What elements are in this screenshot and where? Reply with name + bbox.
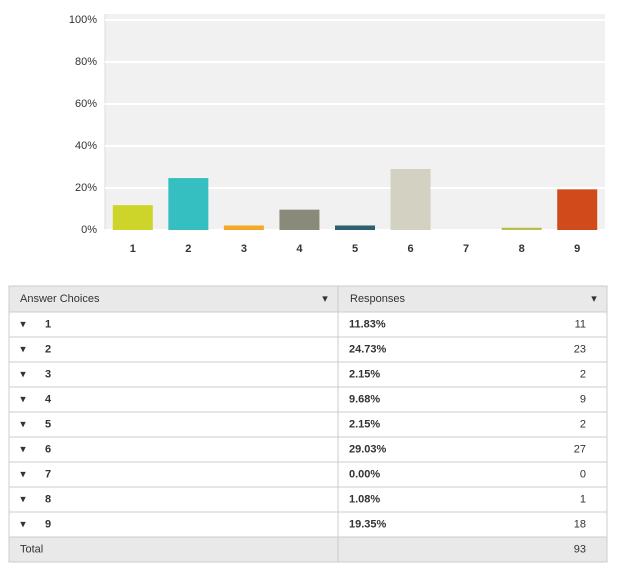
y-tick-label: 80% (75, 56, 97, 68)
response-count: 0 (580, 468, 586, 480)
total-label: Total (20, 543, 43, 555)
response-count: 9 (580, 393, 586, 405)
x-tick-label: 4 (296, 243, 303, 255)
answer-choice: 2 (45, 343, 51, 355)
response-count: 18 (574, 518, 586, 530)
answer-choice: 3 (45, 368, 51, 380)
expand-arrow: ▾ (20, 468, 26, 480)
y-tick-label: 0% (81, 224, 97, 236)
x-tick-label: 5 (352, 243, 358, 255)
expand-arrow: ▾ (20, 443, 26, 455)
sort-arrow: ▾ (322, 293, 328, 305)
table-row (8, 436, 608, 463)
bar (168, 178, 209, 230)
expand-arrow: ▾ (20, 343, 26, 355)
x-tick-label: 8 (519, 243, 525, 255)
response-count: 1 (580, 493, 586, 505)
answer-choice: 5 (45, 418, 51, 430)
response-percent: 11.83% (349, 318, 386, 330)
response-percent: 9.68% (349, 393, 380, 405)
response-count: 2 (580, 368, 586, 380)
y-tick-label: 60% (75, 98, 97, 110)
table-total-bg (8, 536, 608, 563)
response-percent: 2.15% (349, 368, 380, 380)
bar (223, 225, 264, 230)
response-percent: 0.00% (349, 468, 380, 480)
response-count: 27 (574, 443, 586, 455)
response-count: 2 (580, 418, 586, 430)
answer-choice: 9 (45, 518, 51, 530)
table-row (8, 336, 608, 363)
expand-arrow: ▾ (20, 318, 26, 330)
answer-choice: 6 (45, 443, 51, 455)
x-tick-label: 2 (185, 243, 191, 255)
answer-choice: 4 (45, 393, 52, 405)
bar (335, 225, 375, 230)
table-row (8, 361, 608, 388)
table-row (8, 461, 608, 488)
table-row (8, 411, 608, 438)
column-header: Answer Choices (20, 293, 100, 305)
response-percent: 2.15% (349, 418, 380, 430)
table-header-bg (8, 285, 608, 313)
answer-choice: 8 (45, 493, 51, 505)
response-percent: 1.08% (349, 493, 380, 505)
expand-arrow: ▾ (20, 518, 26, 530)
expand-arrow: ▾ (20, 418, 26, 430)
x-tick-label: 6 (407, 243, 413, 255)
sort-arrow: ▾ (591, 293, 597, 305)
expand-arrow: ▾ (20, 368, 26, 380)
response-count: 11 (575, 318, 586, 330)
column-header: Responses (350, 293, 406, 305)
y-tick-label: 100% (69, 14, 97, 26)
response-percent: 19.35% (349, 518, 387, 530)
response-percent: 24.73% (349, 343, 387, 355)
x-tick-label: 1 (130, 243, 136, 255)
response-percent: 29.03% (349, 443, 387, 455)
expand-arrow: ▾ (20, 393, 26, 405)
y-tick-label: 40% (75, 140, 97, 152)
total-count: 93 (574, 543, 586, 555)
x-tick-label: 9 (574, 243, 580, 255)
answer-choice: 7 (45, 468, 51, 480)
x-tick-label: 7 (463, 243, 469, 255)
table-row (8, 511, 608, 538)
bar (390, 169, 431, 230)
bar (501, 227, 542, 230)
response-count: 23 (574, 343, 586, 355)
answer-choice: 1 (45, 318, 51, 330)
bar (112, 205, 153, 230)
table-row (8, 311, 608, 338)
x-tick-label: 3 (241, 243, 247, 255)
expand-arrow: ▾ (20, 493, 26, 505)
table-row (8, 486, 608, 513)
bar (279, 209, 320, 230)
table-row (8, 386, 608, 413)
bar (557, 189, 598, 230)
y-tick-label: 20% (75, 182, 97, 194)
